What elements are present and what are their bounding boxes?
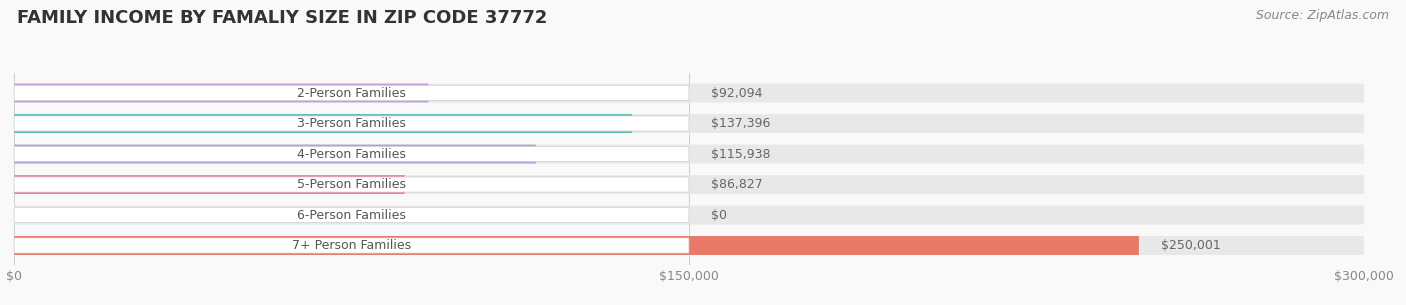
Text: 3-Person Families: 3-Person Families [297, 117, 406, 130]
FancyBboxPatch shape [14, 116, 689, 131]
Text: $250,001: $250,001 [1161, 239, 1220, 252]
Text: 5-Person Families: 5-Person Families [297, 178, 406, 191]
FancyBboxPatch shape [14, 238, 689, 253]
FancyBboxPatch shape [14, 114, 633, 133]
FancyBboxPatch shape [14, 236, 1364, 255]
FancyBboxPatch shape [14, 145, 536, 163]
Text: Source: ZipAtlas.com: Source: ZipAtlas.com [1256, 9, 1389, 22]
Text: 6-Person Families: 6-Person Families [297, 209, 406, 221]
FancyBboxPatch shape [14, 175, 1364, 194]
FancyBboxPatch shape [14, 146, 689, 162]
Text: 7+ Person Families: 7+ Person Families [292, 239, 411, 252]
FancyBboxPatch shape [14, 85, 689, 101]
Text: 2-Person Families: 2-Person Families [297, 87, 406, 99]
FancyBboxPatch shape [14, 207, 689, 223]
Text: $137,396: $137,396 [711, 117, 770, 130]
Text: $0: $0 [711, 209, 727, 221]
FancyBboxPatch shape [14, 114, 1364, 133]
FancyBboxPatch shape [14, 236, 1139, 255]
Text: $92,094: $92,094 [711, 87, 763, 99]
FancyBboxPatch shape [14, 175, 405, 194]
Text: FAMILY INCOME BY FAMALIY SIZE IN ZIP CODE 37772: FAMILY INCOME BY FAMALIY SIZE IN ZIP COD… [17, 9, 547, 27]
Text: 4-Person Families: 4-Person Families [297, 148, 406, 160]
FancyBboxPatch shape [14, 206, 1364, 224]
FancyBboxPatch shape [14, 84, 1364, 102]
Text: $86,827: $86,827 [711, 178, 763, 191]
FancyBboxPatch shape [14, 84, 429, 102]
Text: $115,938: $115,938 [711, 148, 770, 160]
FancyBboxPatch shape [14, 145, 1364, 163]
FancyBboxPatch shape [14, 177, 689, 192]
